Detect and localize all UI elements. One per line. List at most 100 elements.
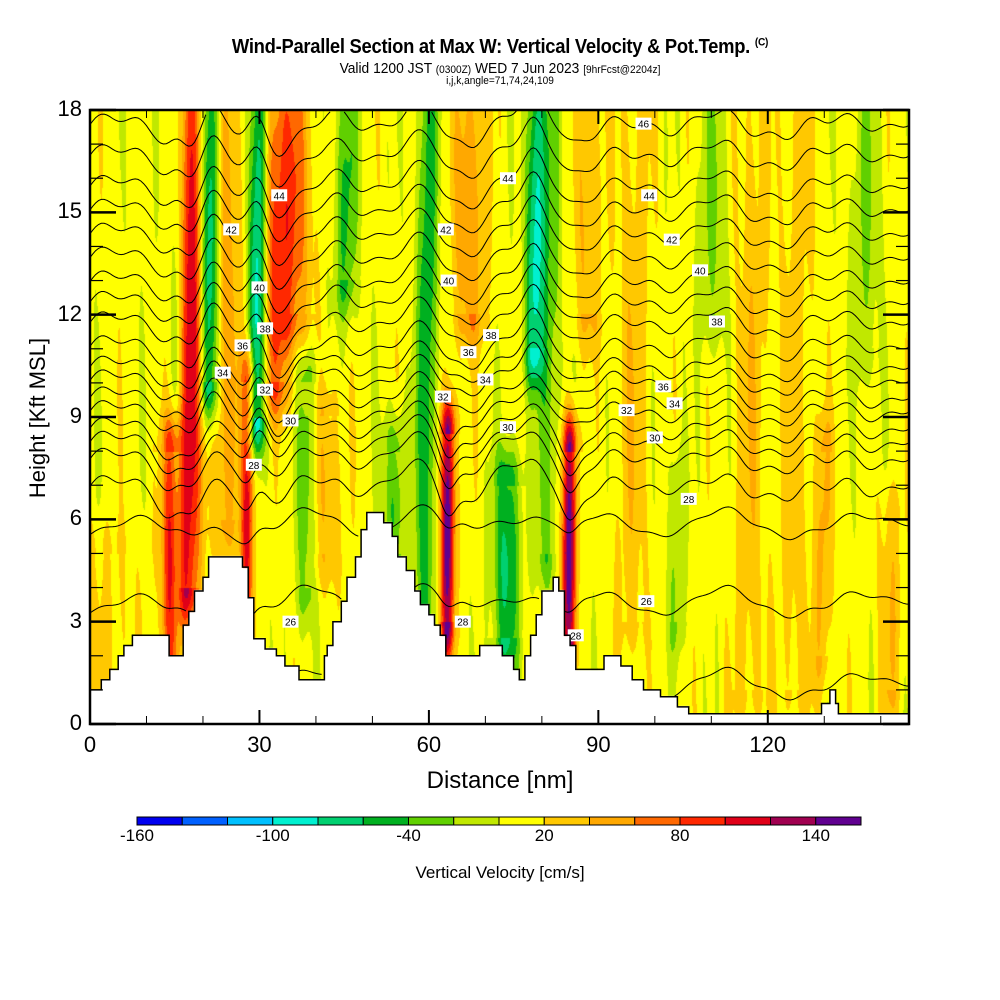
forecast-info: [9hrFcst@2204z] <box>583 64 661 76</box>
y-tick-label: 3 <box>69 607 82 633</box>
contour-label-bg <box>271 189 288 202</box>
contour-label-bg <box>245 458 262 471</box>
isentrope-36 <box>89 328 910 393</box>
isentrope-40 <box>89 242 910 314</box>
contour-label-bg <box>618 404 635 417</box>
contour-label: 38 <box>485 331 497 342</box>
contour-label-bg <box>641 189 658 202</box>
isentrope-46 <box>89 110 910 158</box>
contour-label: 32 <box>260 386 272 397</box>
contour-label: 30 <box>502 423 514 434</box>
contour-label-bg <box>437 223 454 236</box>
contour-label-bg <box>454 615 471 628</box>
contour-label-bg <box>708 315 725 328</box>
valid-utc-time: (0300Z) <box>435 64 472 76</box>
contour-label: 34 <box>480 375 492 386</box>
contour-label: 32 <box>437 393 449 404</box>
isentrope-38 <box>89 283 910 355</box>
contour-label: 30 <box>285 416 297 427</box>
contour-label: 30 <box>649 433 661 444</box>
x-axis-title: Distance [nm] <box>426 767 574 794</box>
colorbar-segment <box>136 816 183 826</box>
colorbar-segment <box>317 816 364 826</box>
contour-label: 42 <box>440 225 452 236</box>
contour-label: 28 <box>248 461 260 472</box>
colorbar-segment <box>181 816 228 826</box>
isentrope-28 <box>89 504 910 545</box>
colorbar-segment <box>543 816 590 826</box>
isentrope-30 <box>89 431 910 494</box>
isentrope-33 <box>89 384 910 442</box>
contour-label-bg <box>635 117 652 130</box>
contour-label: 28 <box>457 618 469 629</box>
colorbar-segment <box>362 816 409 826</box>
vertical-velocity-field <box>90 110 909 724</box>
valid-date: WED 7 Jun 2023 <box>475 60 580 77</box>
colorbar-segment <box>408 816 455 826</box>
contour-label-bg <box>567 629 584 642</box>
contour-label-bg <box>499 172 516 185</box>
contour-label-bg <box>223 223 240 236</box>
valid-time: Valid 1200 JST (0300Z) WED 7 Jun 2023 [9… <box>40 60 960 77</box>
contour-label: 44 <box>274 191 286 202</box>
isentrope-32 <box>89 400 910 463</box>
isentrope-31 <box>89 414 910 477</box>
isentrope-29 <box>89 458 910 521</box>
valid-local-time: Valid 1200 JST <box>339 60 432 77</box>
contour-label: 42 <box>226 225 238 236</box>
colorbar-segment <box>724 816 771 826</box>
contour-label: 40 <box>254 283 266 294</box>
contour-label: 40 <box>443 277 455 288</box>
contour-label-bg <box>483 329 500 342</box>
y-tick-label: 9 <box>69 403 82 428</box>
isentrope-43 <box>89 171 910 243</box>
contour-label-bg <box>234 339 251 352</box>
isentrope-26 <box>298 666 910 701</box>
y-axis-title: Height [Kft MSL] <box>25 337 50 499</box>
contour-label: 38 <box>711 317 723 328</box>
contour-label-bg <box>282 414 299 427</box>
colorbar-segment <box>770 816 817 826</box>
chart-title-text: Wind-Parallel Section at Max W: Vertical… <box>231 36 751 58</box>
terrain-outline <box>89 511 910 715</box>
contour-label: 34 <box>217 369 229 380</box>
x-tick-label: 90 <box>586 732 611 757</box>
contour-label: 28 <box>570 631 582 642</box>
colorbar-tick-label: -100 <box>255 826 290 845</box>
isentrope-37 <box>89 307 910 379</box>
contour-label-bg <box>638 595 655 608</box>
colorbar-segment <box>815 816 862 826</box>
contour-label: 40 <box>694 266 706 277</box>
x-tick-label: 60 <box>416 732 442 757</box>
contour-label: 36 <box>237 341 249 352</box>
isentrope-35 <box>89 341 910 407</box>
contour-label-bg <box>663 233 680 246</box>
x-tick-label: 0 <box>83 732 97 757</box>
isentrope-42 <box>89 195 910 267</box>
x-tick-label: 30 <box>247 732 272 757</box>
colorbar-tick-label: 140 <box>801 826 830 845</box>
contour-label-bg <box>680 492 697 505</box>
contour-label: 26 <box>641 597 653 608</box>
contour-label: 42 <box>666 236 678 247</box>
contour-label-bg <box>214 366 231 379</box>
contour-label: 44 <box>502 174 514 185</box>
contour-label: 36 <box>658 382 670 393</box>
colorbar-tick-label: -40 <box>396 826 421 845</box>
contour-label-bg <box>692 264 709 277</box>
contour-label-bg <box>646 431 663 444</box>
contour-label-bg <box>666 397 683 410</box>
colorbar-segment <box>634 816 681 826</box>
contour-label: 38 <box>260 324 272 335</box>
isentrope-34 <box>89 371 910 424</box>
isentrope-45 <box>89 116 910 188</box>
contour-label: 34 <box>669 399 681 410</box>
colorbar-tick-label: 20 <box>534 826 554 845</box>
contour-label: 26 <box>285 618 297 629</box>
isentrope-41 <box>89 218 910 291</box>
contour-label-bg <box>477 373 494 386</box>
colorbar-tick-label: -160 <box>119 826 155 845</box>
colorbar-segment <box>453 816 500 826</box>
contour-label: 28 <box>683 495 695 506</box>
isentrope-44 <box>89 147 910 219</box>
